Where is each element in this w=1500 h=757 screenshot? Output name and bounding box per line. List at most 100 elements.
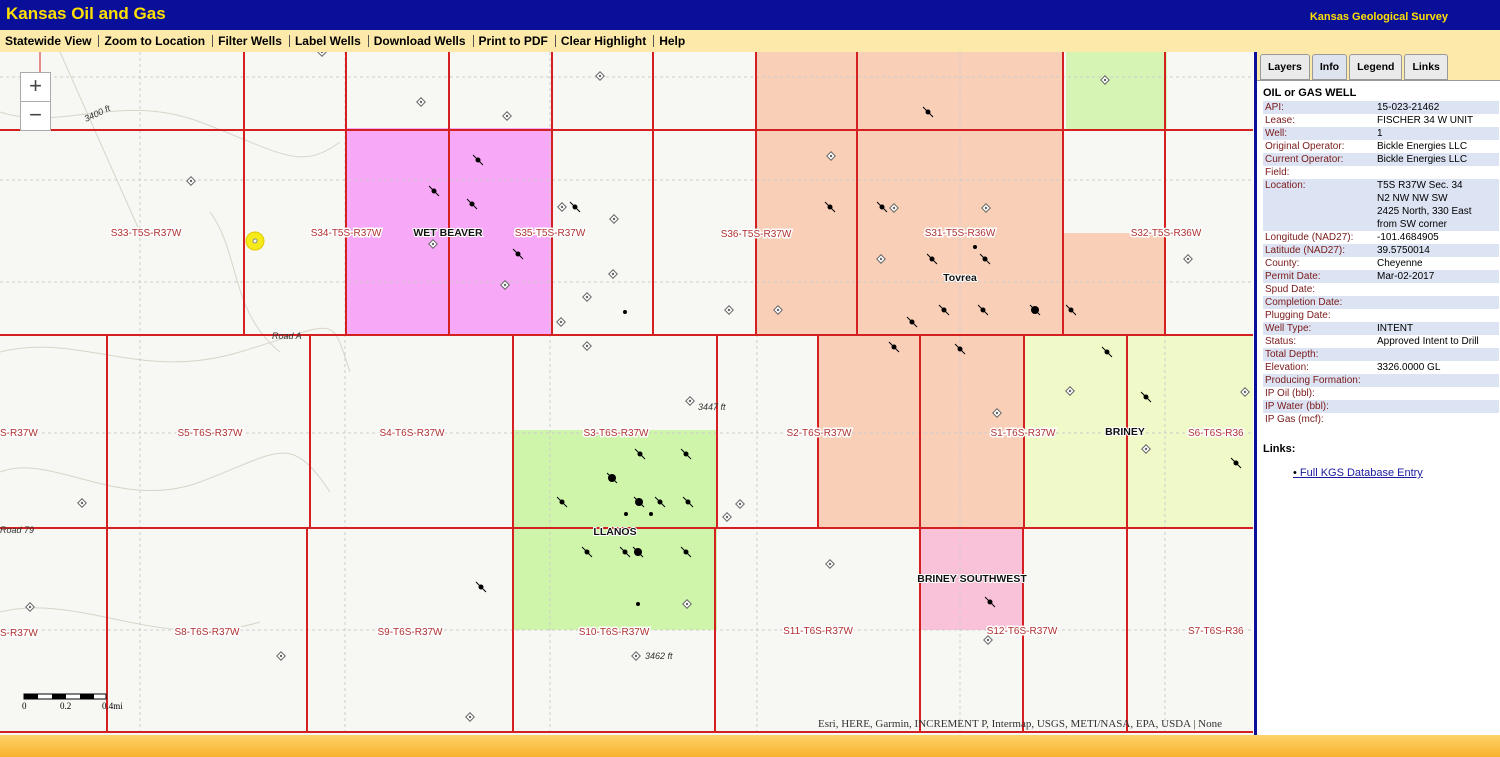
well-symbol [505, 114, 509, 118]
info-row: Status: Approved Intent to Drill [1263, 335, 1499, 348]
toolbar-button[interactable]: Zoom to Location [99, 35, 214, 47]
toolbar-button[interactable]: Download Wells [369, 35, 474, 47]
info-row: Field: [1263, 166, 1499, 179]
info-row: IP Water (bbl): [1263, 400, 1499, 413]
well-symbol [1103, 78, 1107, 82]
well-symbol [503, 283, 507, 287]
section-label: S10-T6S-R37W [579, 627, 650, 638]
well-symbol [585, 344, 589, 348]
field-label: BRINEY SOUTHWEST [917, 573, 1027, 585]
well-symbol [685, 499, 691, 505]
section-label: S36-T5S-R37W [721, 229, 792, 240]
info-label: Total Depth: [1265, 349, 1319, 360]
info-value [1375, 309, 1499, 322]
well-symbol [431, 242, 435, 246]
well-symbol [725, 515, 729, 519]
well-symbol [634, 548, 642, 556]
well-symbol [612, 217, 616, 221]
attribution: Esri, HERE, Garmin, INCREMENT P, Interma… [818, 718, 1222, 730]
info-value: Bickle Energies LLC [1377, 141, 1468, 152]
well-symbol [1243, 390, 1247, 394]
info-value-line: 2425 North, 330 East [1377, 206, 1472, 217]
database-link[interactable]: Full KGS Database Entry [1293, 467, 1499, 479]
field-label: Tovrea [943, 272, 977, 284]
toolbar-button[interactable]: Filter Wells [213, 35, 290, 47]
zoom-out[interactable]: − [20, 101, 51, 131]
info-label: IP Oil (bbl): [1265, 388, 1315, 399]
well-symbol [515, 251, 521, 257]
info-row: IP Oil (bbl): [1263, 387, 1499, 400]
tab-bar: Layers Info Legend Links [1257, 52, 1500, 81]
section-label: S5-T6S-R37W [177, 428, 243, 439]
elevation-label: 3447 ft [698, 402, 726, 412]
info-row: Longitude (NAD27): -101.4684905 [1263, 231, 1499, 244]
well-symbol [657, 499, 663, 505]
info-value [1375, 283, 1499, 296]
section-label: S-R37W [0, 428, 38, 439]
well-symbol [431, 188, 437, 194]
info-label: Field: [1265, 167, 1290, 178]
well-symbol [683, 549, 689, 555]
info-label: Elevation: [1265, 362, 1309, 373]
well-symbol [980, 307, 986, 313]
tab[interactable]: Legend [1349, 54, 1403, 80]
well-symbol [829, 154, 833, 158]
info-label: Status: [1265, 336, 1297, 347]
info-label: Latitude (NAD27): [1265, 245, 1346, 256]
links-heading: Links: [1263, 443, 1296, 455]
info-row: Total Depth: [1263, 348, 1499, 361]
info-row: Elevation: 3326.0000 GL [1263, 361, 1499, 374]
info-row: API: 15-023-21462 [1263, 101, 1499, 114]
section-label: S-R37W [0, 628, 38, 639]
toolbar-button[interactable]: Clear Highlight [556, 35, 655, 47]
section-label: S12-T6S-R37W [987, 626, 1058, 637]
well-symbol [995, 411, 999, 415]
info-label: Spud Date: [1265, 284, 1316, 295]
well-symbol [986, 638, 990, 642]
info-row: Location: T5S R37W Sec. 34 N2 NW NW SW 2425… [1263, 179, 1499, 231]
well-symbol [584, 549, 590, 555]
section-label: S35-T5S-R37W [515, 228, 586, 239]
info-value: -101.4684905 [1377, 232, 1439, 243]
map: S33-T5S-R37W S34-T5S-R37W S35-T5S-R37W S… [0, 52, 1253, 735]
well-symbol [941, 307, 947, 313]
info-value [1375, 413, 1499, 426]
well-symbol [957, 346, 963, 352]
well-symbol [891, 344, 897, 350]
well-symbol [624, 512, 628, 516]
well-symbol [622, 549, 628, 555]
well-symbol [879, 204, 885, 210]
scale-label: 0 [22, 701, 27, 711]
info-row: Original Operator: Bickle Energies LLC [1263, 140, 1499, 153]
well-symbol [572, 204, 578, 210]
well-symbol [469, 201, 475, 207]
info-value-line: T5S R37W Sec. 34 [1377, 180, 1463, 191]
info-value [1375, 374, 1499, 387]
wells [25, 52, 1250, 722]
info-value: Bickle Energies LLC [1377, 154, 1468, 165]
org-name: Kansas Geological Survey [1309, 11, 1448, 23]
zoom-in[interactable]: + [20, 72, 51, 102]
section-label: S4-T6S-R37W [379, 428, 445, 439]
info-label: Well Type: [1265, 323, 1312, 334]
info-value: 1 [1377, 128, 1383, 139]
section-label: S33-T5S-R37W [111, 228, 182, 239]
toolbar-button[interactable]: Statewide View [0, 35, 100, 47]
info-label: Permit Date: [1265, 271, 1321, 282]
tab[interactable]: Info [1311, 54, 1348, 80]
well-symbol [649, 512, 653, 516]
info-row: IP Gas (mcf): [1263, 413, 1499, 426]
info-label: Longitude (NAD27): [1265, 232, 1354, 243]
well-symbol [776, 308, 780, 312]
info-label: Lease: [1265, 115, 1296, 126]
tab[interactable]: Links [1404, 54, 1448, 80]
toolbar-button[interactable]: Label Wells [290, 35, 369, 47]
section-label: S8-T6S-R37W [174, 627, 240, 638]
tab[interactable]: Layers [1260, 54, 1310, 80]
toolbar-button[interactable]: Help [659, 34, 686, 48]
well-symbol [827, 204, 833, 210]
info-value-line: N2 NW NW SW [1377, 193, 1448, 204]
toolbar-button[interactable]: Print to PDF [474, 35, 556, 47]
info-row: Well: 1 [1263, 127, 1499, 140]
